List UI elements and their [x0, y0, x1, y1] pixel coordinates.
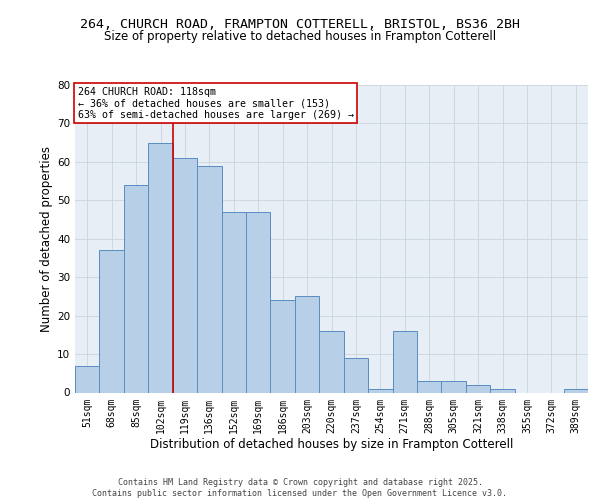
Bar [319, 331, 344, 392]
Bar [417, 381, 442, 392]
Bar [197, 166, 221, 392]
Bar [563, 388, 588, 392]
Bar [173, 158, 197, 392]
Bar [490, 388, 515, 392]
Bar [466, 385, 490, 392]
Text: Size of property relative to detached houses in Frampton Cotterell: Size of property relative to detached ho… [104, 30, 496, 43]
Bar [246, 212, 271, 392]
Text: Contains HM Land Registry data © Crown copyright and database right 2025.
Contai: Contains HM Land Registry data © Crown c… [92, 478, 508, 498]
Bar [344, 358, 368, 392]
Bar [221, 212, 246, 392]
Y-axis label: Number of detached properties: Number of detached properties [40, 146, 53, 332]
X-axis label: Distribution of detached houses by size in Frampton Cotterell: Distribution of detached houses by size … [150, 438, 513, 451]
Bar [271, 300, 295, 392]
Bar [124, 185, 148, 392]
Bar [100, 250, 124, 392]
Text: 264, CHURCH ROAD, FRAMPTON COTTERELL, BRISTOL, BS36 2BH: 264, CHURCH ROAD, FRAMPTON COTTERELL, BR… [80, 18, 520, 30]
Bar [148, 142, 173, 392]
Bar [392, 331, 417, 392]
Bar [75, 366, 100, 392]
Bar [368, 388, 392, 392]
Bar [295, 296, 319, 392]
Text: 264 CHURCH ROAD: 118sqm
← 36% of detached houses are smaller (153)
63% of semi-d: 264 CHURCH ROAD: 118sqm ← 36% of detache… [77, 86, 353, 120]
Bar [442, 381, 466, 392]
